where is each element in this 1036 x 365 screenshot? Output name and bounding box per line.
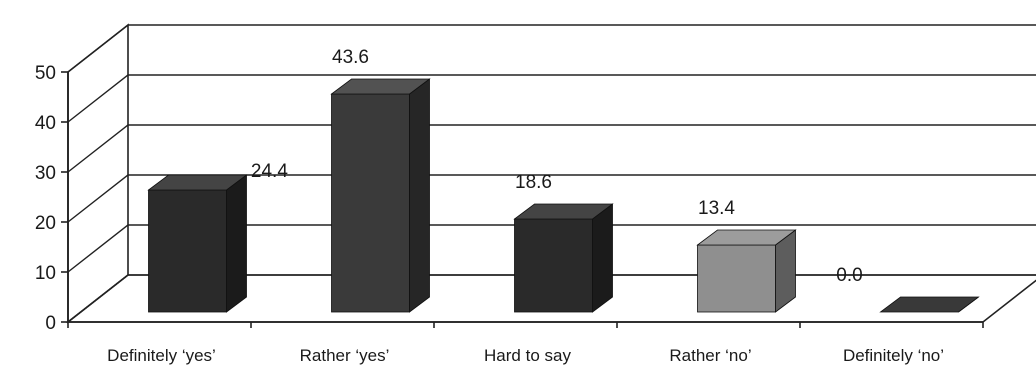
- gridline: [67, 174, 1036, 223]
- y-tick-label: 40: [35, 113, 56, 134]
- x-tick-label: Rather ‘yes’: [300, 346, 390, 365]
- bar-front: [697, 244, 776, 313]
- bar-top: [696, 229, 797, 246]
- bar: [696, 229, 797, 313]
- bar-top: [147, 174, 248, 191]
- data-label: 43.6: [332, 47, 369, 68]
- bar: [513, 203, 614, 313]
- data-label: 0.0: [836, 265, 862, 286]
- axes: [61, 71, 984, 328]
- gridline: [67, 124, 1036, 173]
- y-tick-label: 0: [45, 313, 56, 334]
- bar-side: [409, 78, 430, 313]
- bar-side: [592, 203, 613, 313]
- data-label: 24.4: [251, 161, 288, 182]
- x-tick-label: Definitely ‘no’: [843, 346, 944, 365]
- bar-front: [331, 93, 410, 313]
- x-tick-label: Hard to say: [484, 346, 571, 365]
- y-tick-label: 30: [35, 163, 56, 184]
- y-tick-labels: 0 10 20 30 40 50: [35, 63, 56, 334]
- bar-top: [513, 203, 614, 220]
- gridline: [67, 224, 1036, 273]
- x-tick-label: Rather ‘no’: [669, 346, 751, 365]
- bar: [879, 296, 980, 313]
- bars: [147, 78, 980, 313]
- bar: [147, 174, 248, 313]
- bar-top: [879, 296, 980, 313]
- y-tick-label: 10: [35, 263, 56, 284]
- side-wall: [67, 23, 129, 324]
- gridline: [67, 74, 1036, 123]
- x-tick-labels: Definitely ‘yes’ Rather ‘yes’ Hard to say R…: [107, 346, 944, 365]
- bar: [330, 78, 431, 313]
- data-labels: 24.4 43.6 18.6 13.4 0.0: [251, 47, 863, 286]
- bar-front: [148, 189, 227, 313]
- x-tick-label: Definitely ‘yes’: [107, 346, 216, 365]
- bar-top: [330, 78, 431, 95]
- bar-front: [514, 218, 593, 313]
- y-tick-label: 50: [35, 63, 56, 84]
- gridline: [67, 24, 1036, 73]
- data-label: 13.4: [698, 198, 735, 219]
- y-tick-label: 20: [35, 213, 56, 234]
- bar-side: [226, 174, 247, 313]
- data-label: 18.6: [515, 172, 552, 193]
